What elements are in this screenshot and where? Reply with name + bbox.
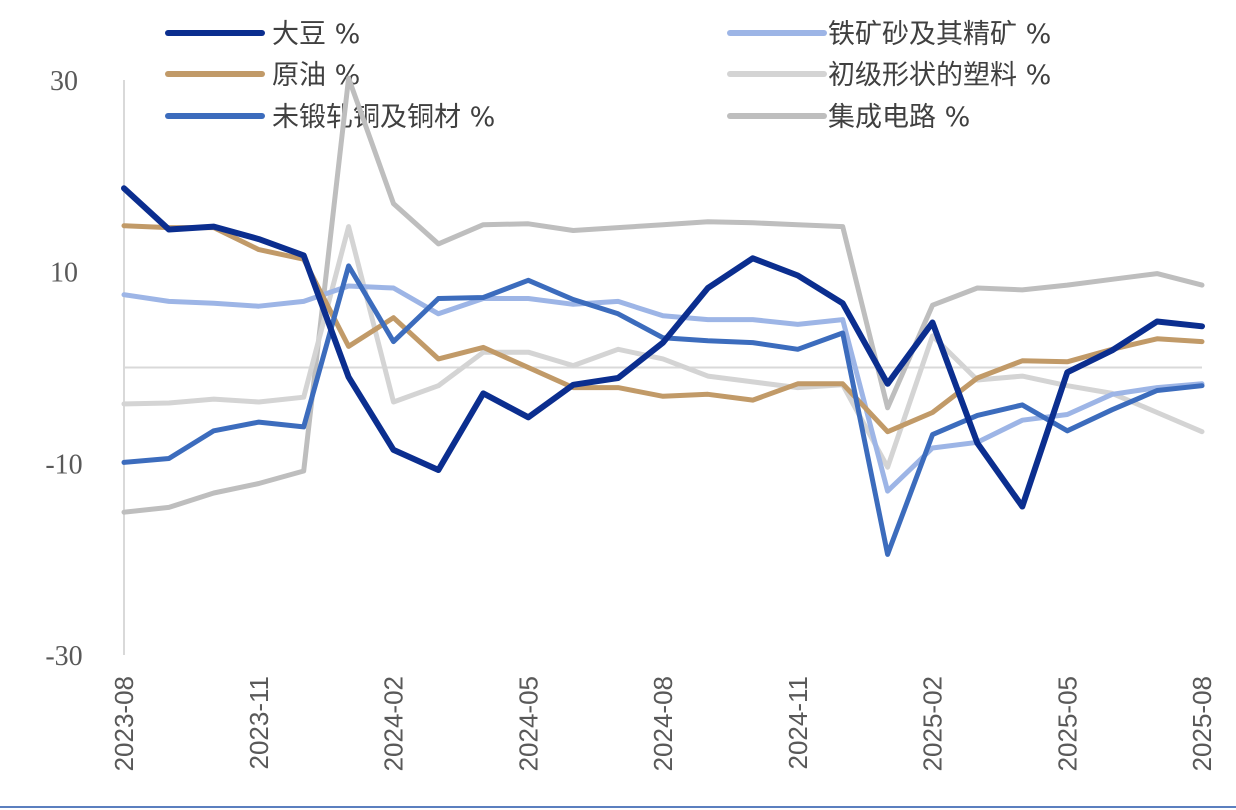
bottom-rule (0, 806, 1236, 808)
x-tick-label: 2025-02 (918, 676, 948, 771)
y-tick-label: -30 (45, 641, 82, 672)
y-tick-label: 30 (50, 66, 78, 97)
x-tick-label: 2025-05 (1052, 676, 1082, 771)
x-tick-label: 2023-08 (109, 676, 139, 771)
legend-label: 未锻轧铜及铜材 % (272, 102, 495, 133)
x-tick-label: 2023-11 (244, 676, 274, 770)
y-tick-label: 10 (50, 258, 78, 289)
x-tick-label: 2024-05 (513, 676, 543, 771)
x-axis-ticks: 2023-08 2023-11 2024-02 2024-05 2024-08 2024-… (109, 676, 1217, 771)
x-tick-label: 2025-08 (1187, 676, 1217, 771)
x-tick-label: 2024-08 (648, 676, 678, 771)
legend-label: 铁矿砂及其精矿 % (828, 19, 1051, 50)
legend-label: 初级形状的塑料 % (828, 60, 1051, 91)
series-line-0 (121, 185, 1205, 510)
series-line-1 (121, 283, 1205, 494)
series-line-3 (121, 224, 1205, 470)
legend-label: 集成电路 % (828, 102, 970, 133)
y-axis-ticks: 30 10 -10 -30 (45, 66, 82, 672)
series-lines (121, 75, 1205, 557)
legend: 大豆 % 铁矿砂及其精矿 %原油 % 初级形状的塑料 %未锻轧铜及铜材 % 集成电路 … (165, 19, 1051, 133)
series-line-5 (121, 75, 1205, 515)
x-tick-label: 2024-02 (379, 676, 409, 771)
y-tick-label: -10 (45, 449, 82, 480)
x-tick-label: 2024-11 (783, 676, 813, 770)
series-line-4 (121, 263, 1205, 557)
legend-label: 大豆 % (272, 19, 360, 50)
